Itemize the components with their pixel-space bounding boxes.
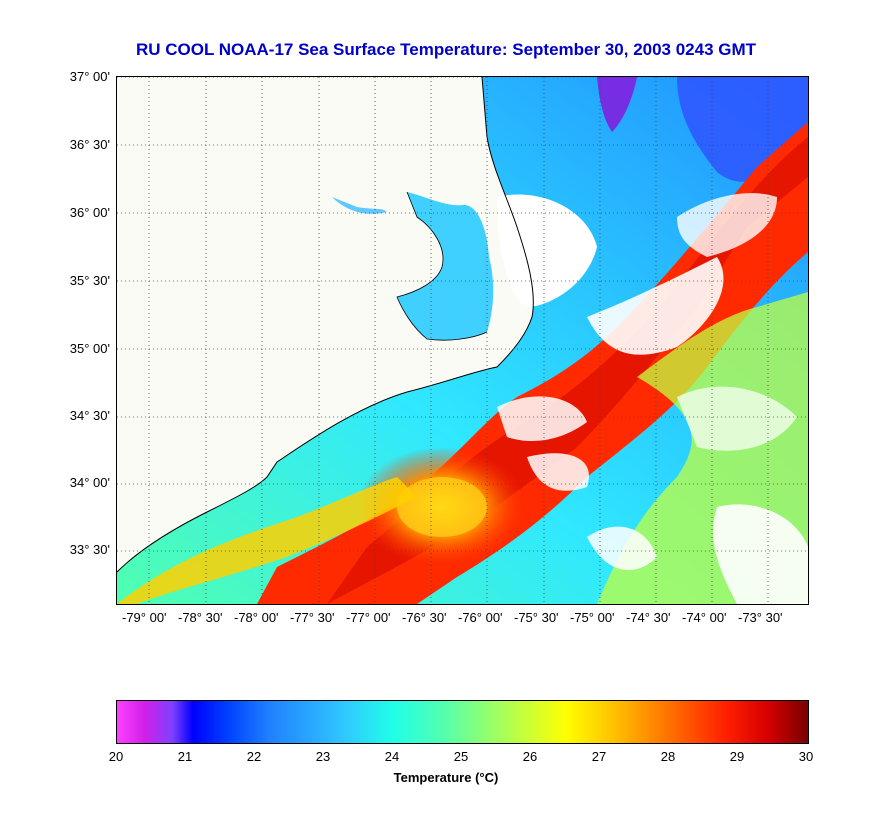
lat-label-35-30: 35° 30' (69, 273, 110, 288)
lon-label-74-30: -74° 30' (626, 610, 671, 625)
colorbar-tick-21: 21 (177, 749, 193, 764)
colorbar-tick-27: 27 (591, 749, 607, 764)
cold-water (557, 77, 808, 182)
colorbar-tick-30: 30 (798, 749, 814, 764)
lon-label-78-30: -78° 30' (178, 610, 223, 625)
colorbar-tick-25: 25 (453, 749, 469, 764)
lat-label-36-00: 36° 00' (69, 205, 110, 220)
lon-label-79-00: -79° 00' (122, 610, 167, 625)
lat-label-35-00: 35° 00' (69, 341, 110, 356)
lat-label-34-30: 34° 30' (69, 408, 110, 423)
pamlico-sound (397, 192, 494, 341)
colorbar-tick-20: 20 (108, 749, 124, 764)
lon-label-76-00: -76° 00' (458, 610, 503, 625)
colorbar-tick-26: 26 (522, 749, 538, 764)
lon-label-74-00: -74° 00' (682, 610, 727, 625)
lon-label-75-30: -75° 30' (514, 610, 559, 625)
cloud-cover (497, 193, 808, 604)
lat-label-36-30: 36° 30' (69, 137, 110, 152)
coastline (117, 77, 534, 573)
colorbar-tick-22: 22 (246, 749, 262, 764)
lon-label-78-00: -78° 00' (234, 610, 279, 625)
colorbar-tick-29: 29 (729, 749, 745, 764)
sst-map-canvas (117, 77, 808, 604)
lon-label-77-30: -77° 30' (290, 610, 335, 625)
lon-label-76-30: -76° 30' (402, 610, 447, 625)
lat-label-37-00: 37° 00' (69, 69, 110, 84)
map-title: RU COOL NOAA-17 Sea Surface Temperature:… (135, 40, 757, 59)
temperature-colorbar (116, 700, 809, 744)
lat-label-33-30: 33° 30' (69, 542, 110, 557)
lon-label-75-00: -75° 00' (570, 610, 615, 625)
colorbar-label: Temperature (°C) (393, 770, 499, 785)
shelf-water (117, 77, 808, 604)
sst-map (116, 76, 809, 605)
colorbar-tick-23: 23 (315, 749, 331, 764)
lat-label-34-00: 34° 00' (69, 475, 110, 490)
colorbar-tick-28: 28 (660, 749, 676, 764)
colorbar-tick-24: 24 (384, 749, 400, 764)
lon-label-77-00: -77° 00' (346, 610, 391, 625)
lon-label-73-30: -73° 30' (738, 610, 783, 625)
